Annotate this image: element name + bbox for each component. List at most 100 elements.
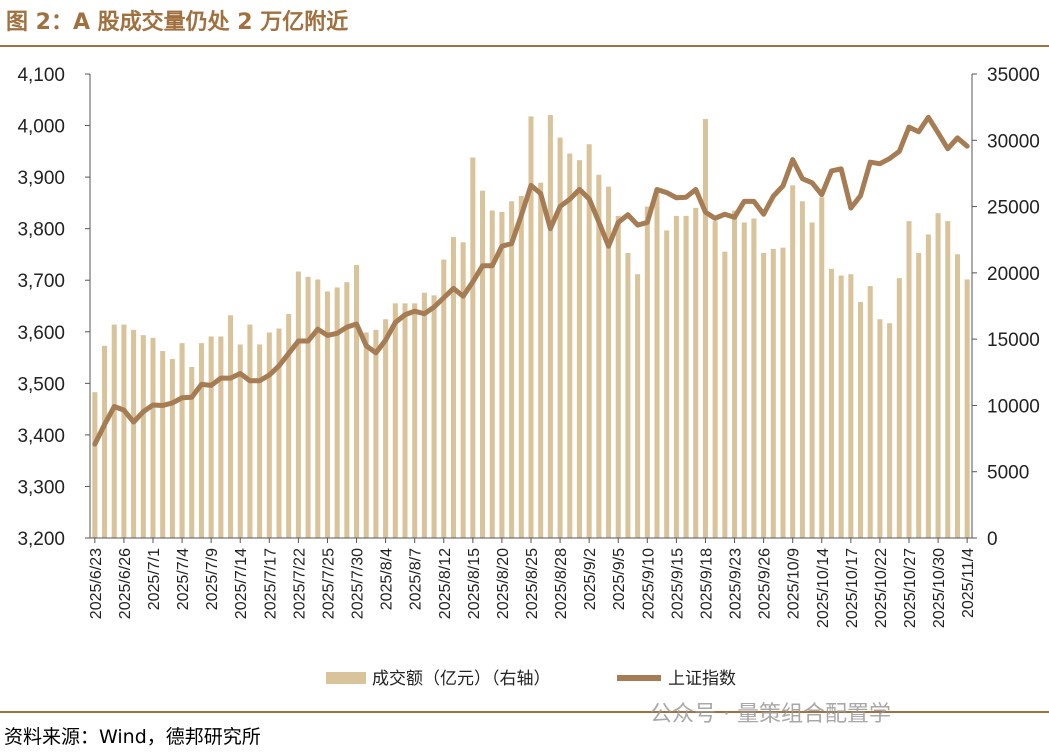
- volume-bar: [557, 137, 563, 538]
- volume-bar: [92, 392, 98, 538]
- volume-bar: [828, 268, 834, 538]
- volume-bar: [392, 303, 398, 538]
- left-tick-label: 3,500: [17, 374, 65, 395]
- right-tick-label: 30000: [987, 131, 1040, 152]
- volume-bar: [276, 328, 282, 538]
- volume-bar: [867, 286, 873, 538]
- x-tick-label: 2025/7/25: [320, 548, 337, 619]
- x-tick-label: 2025/8/15: [466, 548, 483, 619]
- x-tick-label: 2025/9/18: [698, 548, 715, 619]
- x-tick-label: 2025/9/10: [640, 548, 657, 619]
- volume-bar: [790, 185, 796, 539]
- volume-bar: [538, 182, 544, 538]
- volume-bar: [693, 207, 699, 538]
- x-tick-label: 2025/6/23: [88, 548, 105, 619]
- left-tick-label: 3,200: [17, 529, 65, 550]
- volume-bar: [140, 335, 146, 538]
- x-tick-label: 2025/9/23: [728, 548, 745, 619]
- volume-bar: [450, 237, 456, 538]
- x-tick-label: 2025/8/25: [524, 548, 541, 619]
- right-tick-label: 0: [987, 529, 998, 550]
- volume-bar: [150, 337, 156, 538]
- x-tick-label: 2025/9/2: [582, 548, 599, 610]
- volume-bar: [848, 274, 854, 538]
- volume-bar: [945, 221, 951, 538]
- volume-bar: [722, 251, 728, 538]
- volume-bar: [712, 221, 718, 538]
- volume-bar: [295, 271, 301, 538]
- volume-bar: [247, 324, 253, 538]
- volume-bar: [480, 190, 486, 538]
- volume-bar: [470, 157, 476, 538]
- volume-bar: [906, 221, 912, 538]
- volume-bar: [160, 351, 166, 538]
- volume-bar: [838, 275, 844, 538]
- volume-bar: [896, 278, 902, 538]
- x-tick-label: 2025/9/15: [669, 548, 686, 619]
- axes: 3,200 3,300 3,400 3,500 3,600 3,700 3,800 3,900…: [17, 65, 1039, 628]
- legend: 成交额（亿元）（右轴） 上证指数: [326, 669, 736, 689]
- volume-bar: [373, 329, 379, 538]
- volume-bar: [189, 366, 195, 538]
- volume-bar: [354, 264, 360, 538]
- volume-bar: [547, 115, 553, 538]
- left-tick-label: 3,700: [17, 271, 65, 292]
- figure-title: 图 2：A 股成交量仍处 2 万亿附近: [6, 10, 349, 35]
- volume-bar: [305, 276, 311, 538]
- right-tick-label: 20000: [987, 264, 1040, 285]
- volume-bar: [858, 302, 864, 538]
- right-tick-label: 5000: [987, 463, 1029, 484]
- x-tick-label: 2025/8/4: [379, 548, 396, 610]
- volume-bar: [761, 252, 767, 538]
- x-tick-label: 2025/10/27: [902, 548, 919, 628]
- volume-bar: [460, 242, 466, 538]
- volume-bar: [383, 319, 389, 538]
- volume-bar: [286, 313, 292, 538]
- volume-bar: [179, 343, 185, 538]
- x-tick-label: 2025/7/22: [291, 548, 308, 619]
- right-tick-label: 10000: [987, 396, 1040, 417]
- left-tick-label: 3,600: [17, 323, 65, 344]
- legend-swatch-index: [617, 675, 661, 681]
- volume-bar: [702, 119, 708, 538]
- x-tick-label: 2025/7/9: [204, 548, 221, 610]
- x-tick-label: 2025/11/4: [960, 548, 977, 618]
- x-tick-label: 2025/10/30: [931, 548, 948, 628]
- left-tick-label: 3,800: [17, 220, 65, 241]
- volume-bar: [315, 279, 321, 538]
- volume-bar: [198, 343, 204, 538]
- volume-bar: [169, 359, 175, 538]
- volume-bar: [102, 345, 108, 538]
- volume-bar: [916, 252, 922, 538]
- volume-bar: [877, 319, 883, 538]
- volume-bar: [683, 215, 689, 538]
- volume-bar: [732, 210, 738, 539]
- index-line: [92, 114, 970, 447]
- x-tick-label: 2025/9/5: [611, 548, 628, 610]
- volume-bar: [644, 206, 650, 538]
- source-note: 资料来源：Wind，德邦研究所: [4, 726, 261, 748]
- volume-bar: [809, 222, 815, 539]
- legend-label-volume: 成交额（亿元）（右轴）: [372, 669, 551, 689]
- x-tick-label: 2025/7/14: [233, 548, 250, 619]
- volume-bar: [664, 230, 670, 538]
- x-tick-label: 2025/8/28: [553, 548, 570, 619]
- volume-bar: [576, 160, 582, 539]
- volume-bar: [606, 186, 612, 538]
- volume-bars: [92, 115, 970, 539]
- volume-bar: [819, 197, 825, 539]
- x-tick-label: 2025/7/4: [175, 548, 192, 610]
- volume-bar: [741, 222, 747, 539]
- volume-bar: [615, 215, 621, 538]
- right-tick-label: 35000: [987, 65, 1040, 86]
- volume-bar: [925, 234, 931, 538]
- volume-bar: [586, 144, 592, 538]
- left-tick-label: 4,100: [17, 65, 65, 86]
- x-tick-label: 2025/10/17: [844, 548, 861, 628]
- legend-swatch-volume: [326, 672, 366, 684]
- volume-bar: [770, 248, 776, 539]
- x-tick-label: 2025/8/12: [437, 548, 454, 619]
- volume-bar: [237, 344, 243, 538]
- title-rule: [0, 45, 1049, 47]
- volume-bar: [121, 324, 127, 538]
